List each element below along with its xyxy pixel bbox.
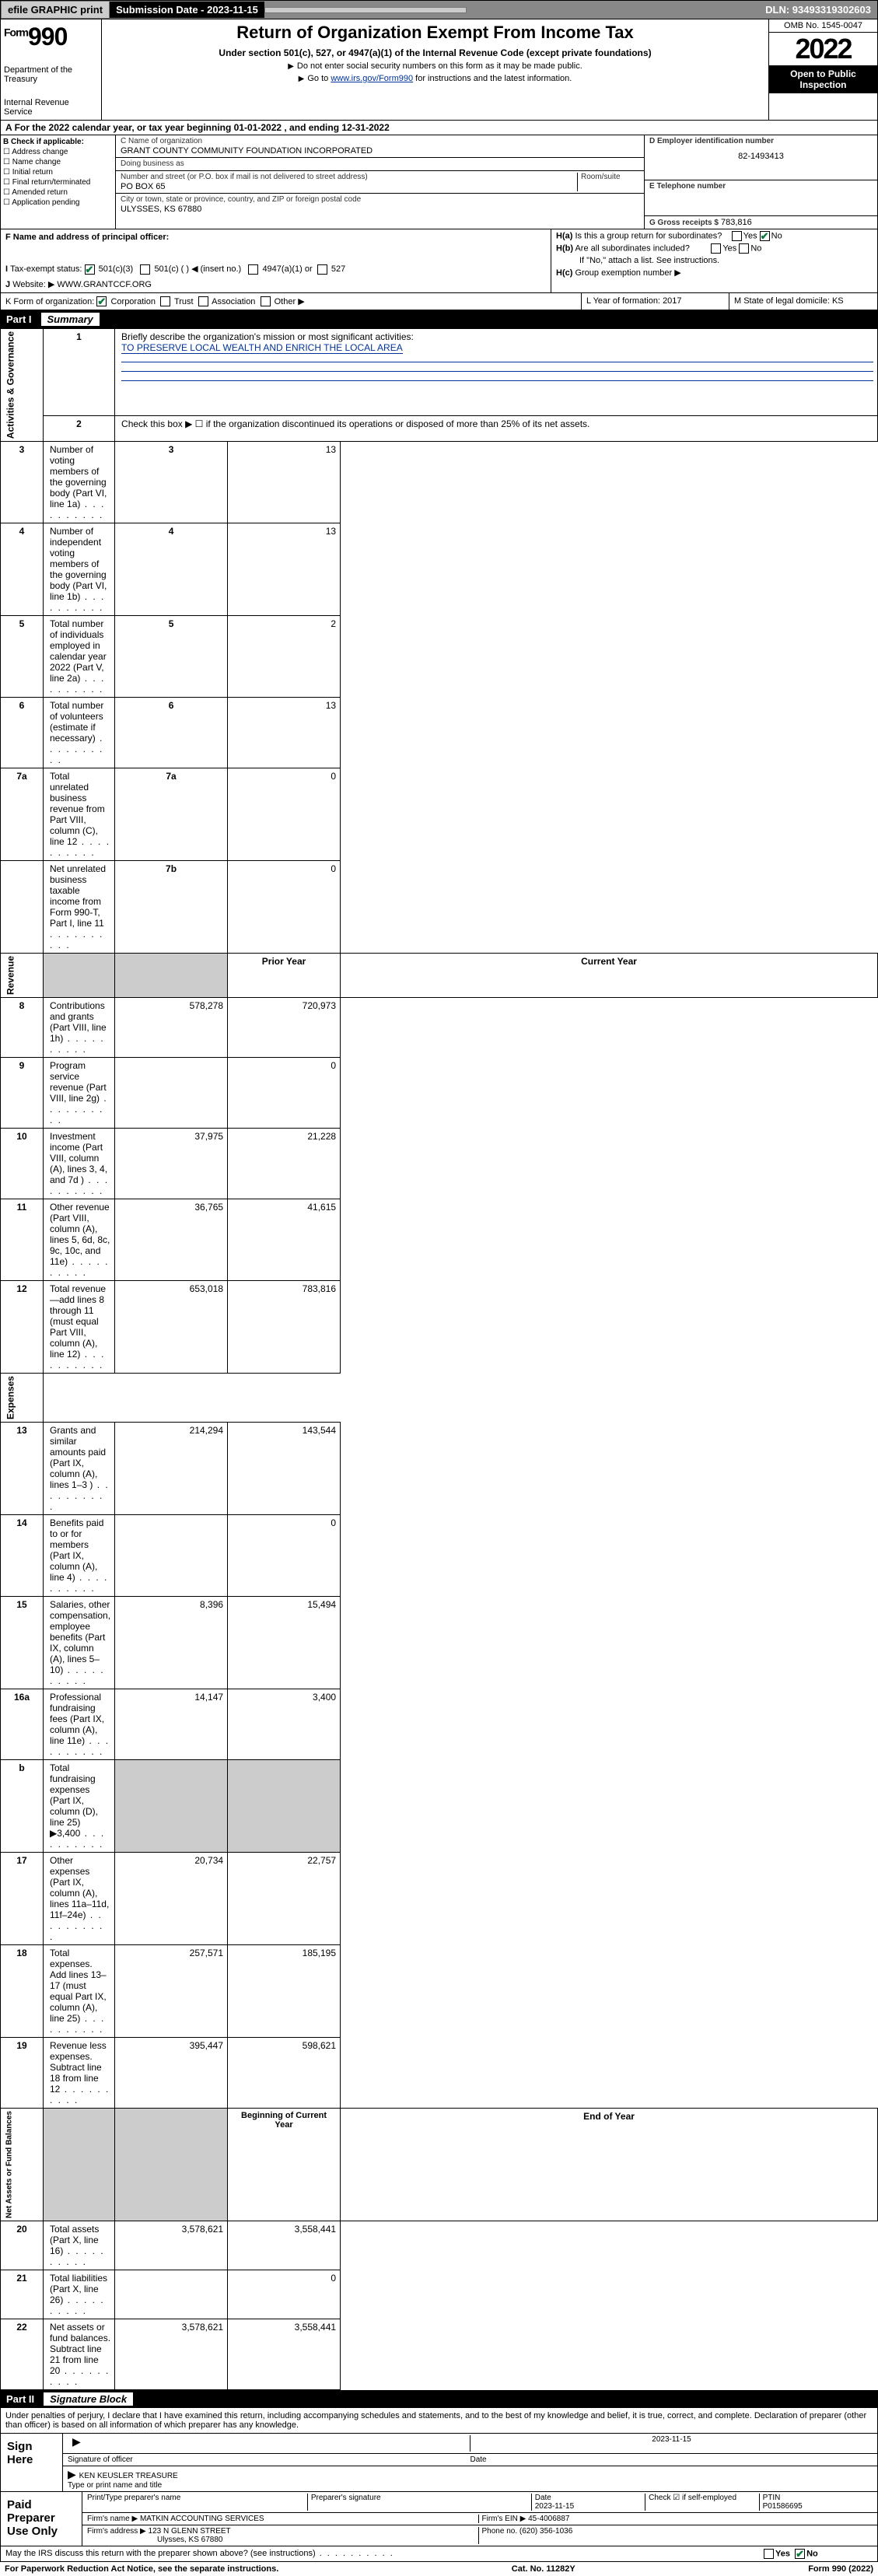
c-name: C Name of organizationGRANT COUNTY COMMU… — [116, 135, 644, 158]
section-f-h: F Name and address of principal officer:… — [0, 229, 878, 293]
vert-netassets: Net Assets or Fund Balances — [1, 2109, 44, 2221]
form-subtitle: Under section 501(c), 527, or 4947(a)(1)… — [105, 47, 765, 58]
cat-no: Cat. No. 11282Y — [512, 2564, 575, 2574]
g-gross: G Gross receipts $ 783,816 — [645, 216, 877, 229]
summary-table: Activities & Governance 1 Briefly descri… — [0, 328, 878, 2390]
sig-date: 2023-11-15 — [470, 2435, 873, 2452]
firm-ein: Firm's EIN ▶ 45-4006887 — [478, 2515, 873, 2523]
efile-btn[interactable]: efile GRAPHIC print — [1, 1, 110, 19]
h-c: H(c) Group exemption number ▶ — [556, 268, 873, 278]
form-header: Form990 Department of the Treasury Inter… — [0, 19, 878, 121]
firm-phone: Phone no. (620) 356-1036 — [478, 2527, 873, 2544]
row-klm: K Form of organization: Corporation Trus… — [0, 293, 878, 311]
i-status: I Tax-exempt status: 501(c)(3) 501(c) ( … — [5, 264, 546, 275]
prep-sig-lbl: Preparer's signature — [307, 2494, 531, 2511]
paid-prep-title: Paid Preparer Use Only — [1, 2492, 82, 2546]
name-lbl: Type or print name and title — [68, 2481, 162, 2490]
chk-4947[interactable] — [248, 264, 258, 275]
form-990-2022: Form 990 (2022) — [808, 2564, 873, 2574]
firm-addr: Firm's address ▶ 123 N GLENN STREETUlyss… — [87, 2527, 478, 2544]
top-bar: efile GRAPHIC print Submission Date - 20… — [0, 0, 878, 19]
sign-here: Sign Here — [1, 2434, 63, 2491]
d-ein: D Employer identification number82-14934… — [645, 135, 877, 180]
b-opt[interactable]: Application pending — [3, 198, 113, 207]
goto-note: Go to www.irs.gov/Form990 for instructio… — [105, 74, 765, 83]
form-990-label: Form990 — [4, 23, 98, 51]
h-b: H(b) Are all subordinates included? Yes … — [556, 243, 873, 254]
sig-officer-lbl: Signature of officer — [68, 2455, 470, 2464]
declaration: Under penalties of perjury, I declare th… — [0, 2408, 878, 2434]
chk-527[interactable] — [317, 264, 327, 275]
c-addr: Number and street (or P.O. box if mail i… — [116, 171, 644, 194]
q2: Check this box ▶ ☐ if the organization d… — [115, 416, 878, 442]
vert-expenses: Expenses — [1, 1374, 44, 1423]
c-dba: Doing business as — [116, 158, 644, 171]
open-public: Open to Public Inspection — [769, 65, 877, 93]
irs-link[interactable]: www.irs.gov/Form990 — [331, 74, 413, 83]
b-opt[interactable]: Address change — [3, 148, 113, 156]
section-b: B Check if applicable: Address change Nam… — [1, 135, 116, 229]
may-discuss: May the IRS discuss this return with the… — [0, 2546, 878, 2562]
part-ii-header: Part IISignature Block — [0, 2390, 878, 2408]
prep-name-lbl: Print/Type preparer's name — [87, 2494, 307, 2511]
c-city: City or town, state or province, country… — [116, 194, 644, 215]
h-a: H(a) Is this a group return for subordin… — [556, 231, 873, 241]
l-year: L Year of formation: 2017 — [582, 293, 729, 310]
form-title: Return of Organization Exempt From Incom… — [105, 23, 765, 43]
sign-here-block: Sign Here ▶ 2023-11-15 Signature of offi… — [0, 2434, 878, 2492]
footer: For Paperwork Reduction Act Notice, see … — [0, 2562, 878, 2576]
chk-501c[interactable] — [140, 264, 150, 275]
j-website: J Website: ▶ WWW.GRANTCCF.ORG — [5, 279, 546, 289]
irs: Internal Revenue Service — [4, 98, 98, 117]
line-a: A For the 2022 calendar year, or tax yea… — [0, 121, 878, 135]
b-opt[interactable]: Name change — [3, 158, 113, 166]
b-opt[interactable]: Amended return — [3, 188, 113, 197]
b-opt[interactable]: Initial return — [3, 168, 113, 177]
vert-revenue: Revenue — [1, 954, 44, 998]
firm-name: Firm's name ▶ MATKIN ACCOUNTING SERVICES — [87, 2515, 478, 2523]
k-form-org: K Form of organization: Corporation Trus… — [1, 293, 582, 310]
prep-date: Date2023-11-15 — [531, 2494, 645, 2511]
m-state: M State of legal domicile: KS — [729, 293, 877, 310]
prep-ptin: PTINP01586695 — [759, 2494, 873, 2511]
hdr-begin: Beginning of Current Year — [228, 2109, 341, 2221]
officer-name: KEN KEUSLER TREASURE — [79, 2472, 178, 2480]
h-b-note: If "No," attach a list. See instructions… — [556, 256, 873, 265]
submission-date: Submission Date - 2023-11-15 — [110, 2, 264, 18]
date-lbl: Date — [470, 2455, 873, 2464]
hdr-current: Current Year — [341, 954, 878, 998]
dept-treasury: Department of the Treasury — [4, 65, 98, 84]
paperwork-notice: For Paperwork Reduction Act Notice, see … — [5, 2564, 278, 2574]
vert-activities: Activities & Governance — [1, 329, 44, 442]
chk-501c3[interactable] — [85, 264, 95, 275]
hdr-prior: Prior Year — [228, 954, 341, 998]
dln: DLN: 93493319302603 — [759, 2, 877, 18]
ssn-note: Do not enter social security numbers on … — [105, 61, 765, 71]
blank-btn — [264, 7, 467, 13]
part-i-header: Part ISummary — [0, 310, 878, 328]
e-phone: E Telephone number — [645, 180, 877, 216]
q1: Briefly describe the organization's miss… — [115, 329, 878, 416]
hdr-end: End of Year — [341, 2109, 878, 2221]
omb-no: OMB No. 1545-0047 — [769, 19, 877, 33]
b-opt[interactable]: Final return/terminated — [3, 178, 113, 187]
tax-year: 2022 — [769, 33, 877, 65]
paid-preparer-block: Paid Preparer Use Only Print/Type prepar… — [0, 2492, 878, 2546]
prep-self: Check ☑ if self-employed — [645, 2494, 758, 2511]
b-header: B Check if applicable: — [3, 138, 113, 146]
f-officer: F Name and address of principal officer: — [5, 233, 546, 242]
